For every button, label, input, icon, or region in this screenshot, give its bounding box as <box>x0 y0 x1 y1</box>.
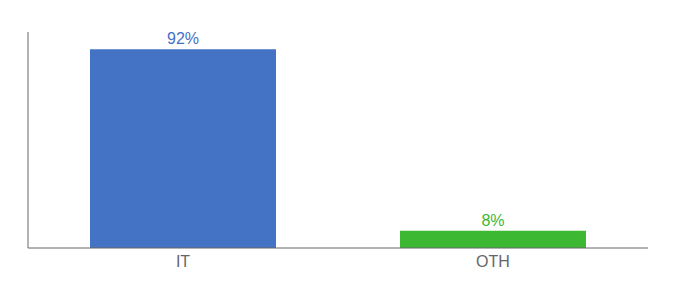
svg-text:IT: IT <box>176 253 190 270</box>
svg-text:OTH: OTH <box>476 253 510 270</box>
svg-text:92%: 92% <box>167 30 199 47</box>
svg-text:8%: 8% <box>481 212 504 229</box>
